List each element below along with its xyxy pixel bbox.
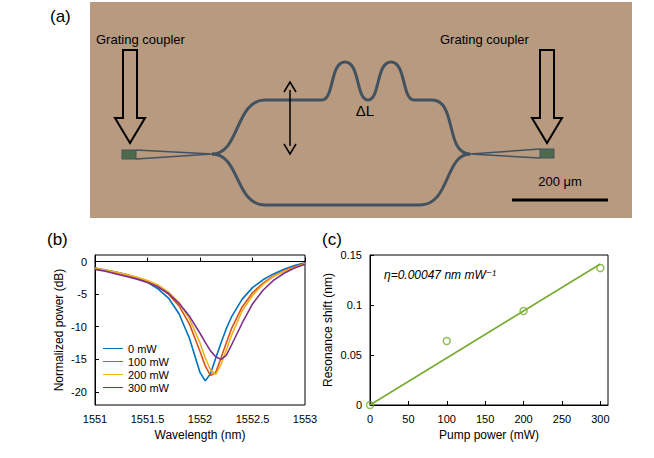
svg-text:1553: 1553 [293,413,317,425]
svg-text:300 mW: 300 mW [128,382,170,394]
svg-text:100 mW: 100 mW [128,356,170,368]
svg-text:1551: 1551 [83,413,107,425]
svg-text:-5: -5 [77,288,87,300]
svg-text:250: 250 [553,413,571,425]
svg-text:-10: -10 [71,321,87,333]
svg-text:Pump power (mW): Pump power (mW) [439,428,539,442]
svg-text:Normalized power (dB): Normalized power (dB) [52,269,66,392]
svg-text:150: 150 [476,413,494,425]
svg-text:-20: -20 [71,386,87,398]
svg-text:200 μm: 200 μm [538,174,582,189]
svg-text:100: 100 [438,413,456,425]
svg-text:1552: 1552 [188,413,212,425]
svg-text:-15: -15 [71,353,87,365]
svg-text:200 mW: 200 mW [128,369,170,381]
svg-text:(c): (c) [322,230,342,249]
svg-text:1552.5: 1552.5 [236,413,270,425]
svg-text:0.1: 0.1 [347,299,362,311]
svg-text:Grating coupler: Grating coupler [440,32,530,47]
svg-text:Grating coupler: Grating coupler [96,32,186,47]
svg-text:0: 0 [367,413,373,425]
svg-text:300: 300 [591,413,609,425]
svg-text:ΔL: ΔL [356,102,374,119]
svg-text:(b): (b) [47,230,68,249]
svg-text:Wavelength (nm): Wavelength (nm) [155,428,246,442]
svg-text:0.15: 0.15 [341,249,362,261]
svg-text:0: 0 [81,256,87,268]
svg-text:η=0.00047 nm mW⁻¹: η=0.00047 nm mW⁻¹ [384,268,496,282]
svg-text:50: 50 [402,413,414,425]
svg-text:1551.5: 1551.5 [131,413,165,425]
svg-text:0.05: 0.05 [341,349,362,361]
svg-text:0 mW: 0 mW [128,343,157,355]
svg-text:Resonance shift (nm): Resonance shift (nm) [321,273,335,387]
svg-text:0: 0 [356,399,362,411]
svg-text:(a): (a) [50,7,71,26]
svg-text:200: 200 [514,413,532,425]
